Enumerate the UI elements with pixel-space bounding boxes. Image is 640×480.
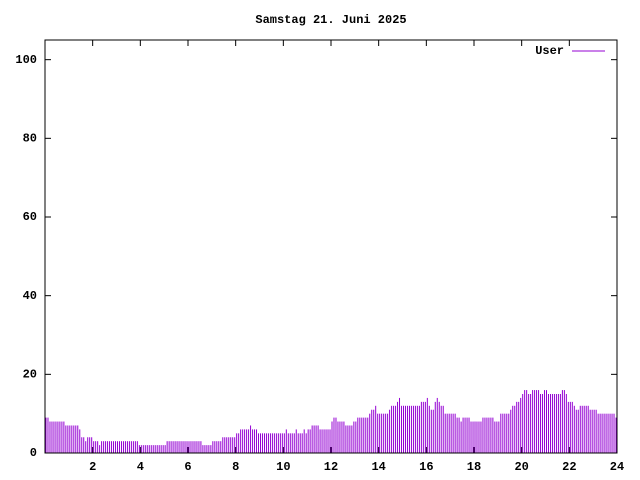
x-tick-label: 12 [324, 460, 338, 474]
y-tick-label: 20 [23, 368, 37, 382]
legend-label: User [535, 44, 564, 58]
x-tick-label: 20 [514, 460, 528, 474]
x-tick-label: 2 [89, 460, 96, 474]
y-tick-label: 0 [30, 446, 37, 460]
x-tick-label: 4 [137, 460, 144, 474]
x-tick-label: 10 [276, 460, 290, 474]
x-tick-label: 8 [232, 460, 239, 474]
x-tick-label: 24 [610, 460, 624, 474]
chart-title: Samstag 21. Juni 2025 [255, 13, 406, 27]
x-tick-label: 16 [419, 460, 433, 474]
x-tick-label: 18 [467, 460, 481, 474]
x-tick-label: 22 [562, 460, 576, 474]
x-tick-label: 6 [184, 460, 191, 474]
x-tick-label: 14 [371, 460, 385, 474]
y-tick-label: 80 [23, 132, 37, 146]
plot-frame [44, 39, 618, 454]
y-tick-label: 40 [23, 289, 37, 303]
y-tick-label: 100 [15, 53, 37, 67]
y-tick-label: 60 [23, 210, 37, 224]
